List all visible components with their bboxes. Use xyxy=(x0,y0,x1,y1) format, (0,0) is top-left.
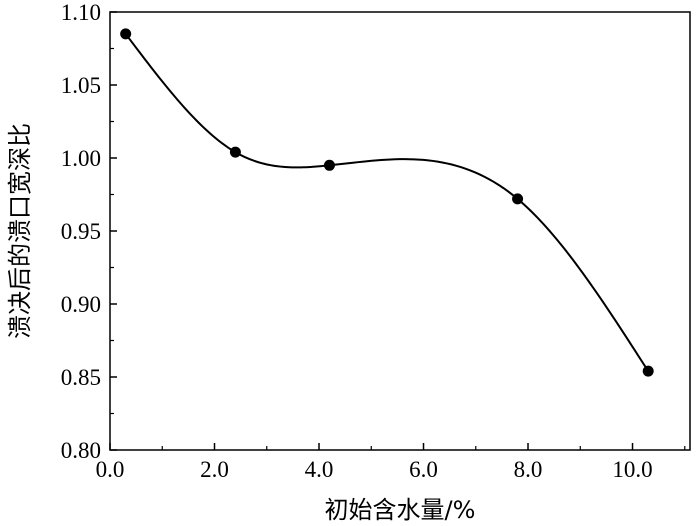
y-tick-label: 1.00 xyxy=(61,146,101,171)
x-axis: 0.0 2.0 4.0 6.0 8.0 10.0 xyxy=(96,443,686,482)
y-tick-label: 1.10 xyxy=(61,0,101,25)
x-tick-label: 10.0 xyxy=(612,457,652,482)
y-axis: 0.80 0.85 0.90 0.95 1.00 1.05 1.10 xyxy=(61,0,117,463)
series-line xyxy=(124,33,650,372)
y-tick-label: 0.85 xyxy=(61,365,101,390)
data-point xyxy=(229,146,241,158)
y-axis-title: 溃决后的溃口宽深比 xyxy=(6,123,34,339)
x-axis-title: 初始含水量/% xyxy=(325,496,476,524)
x-tick-label: 4.0 xyxy=(305,457,334,482)
plot-area xyxy=(109,11,691,451)
data-point xyxy=(512,193,524,205)
x-tick-label: 8.0 xyxy=(514,457,543,482)
series-layer xyxy=(120,28,654,377)
y-tick-label: 0.80 xyxy=(61,438,101,463)
y-tick-label: 1.05 xyxy=(61,73,101,98)
x-tick-label: 6.0 xyxy=(409,457,438,482)
x-tick-label: 0.0 xyxy=(96,457,125,482)
y-tick-label: 0.90 xyxy=(61,292,101,317)
x-tick-label: 2.0 xyxy=(200,457,229,482)
plot-frame xyxy=(109,11,691,451)
y-tick-label: 0.95 xyxy=(61,219,101,244)
data-point xyxy=(642,365,654,377)
data-point xyxy=(120,28,132,40)
data-point xyxy=(323,159,335,171)
